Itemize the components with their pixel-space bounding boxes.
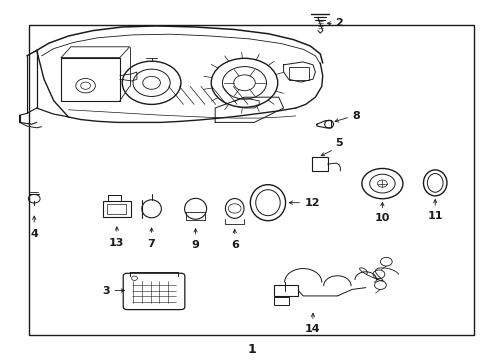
Text: 14: 14: [305, 324, 320, 334]
Text: 5: 5: [335, 138, 343, 148]
Text: 2: 2: [334, 18, 342, 28]
Text: 9: 9: [191, 240, 199, 251]
Bar: [106, 204, 126, 214]
Text: 6: 6: [230, 240, 238, 250]
Bar: [311, 157, 327, 171]
Bar: [102, 201, 131, 217]
Text: 12: 12: [304, 198, 320, 208]
Text: 11: 11: [427, 211, 442, 221]
Bar: [273, 297, 288, 305]
Bar: [29, 25, 473, 335]
Text: 7: 7: [147, 239, 155, 249]
Text: 10: 10: [374, 213, 389, 223]
Text: 1: 1: [247, 343, 256, 356]
Text: 13: 13: [109, 238, 124, 248]
Bar: [61, 58, 120, 101]
Text: 3: 3: [102, 285, 110, 296]
Text: 4: 4: [30, 229, 38, 239]
Bar: [185, 212, 205, 220]
Text: 8: 8: [351, 111, 359, 121]
Bar: [288, 67, 308, 80]
Bar: [273, 285, 298, 296]
